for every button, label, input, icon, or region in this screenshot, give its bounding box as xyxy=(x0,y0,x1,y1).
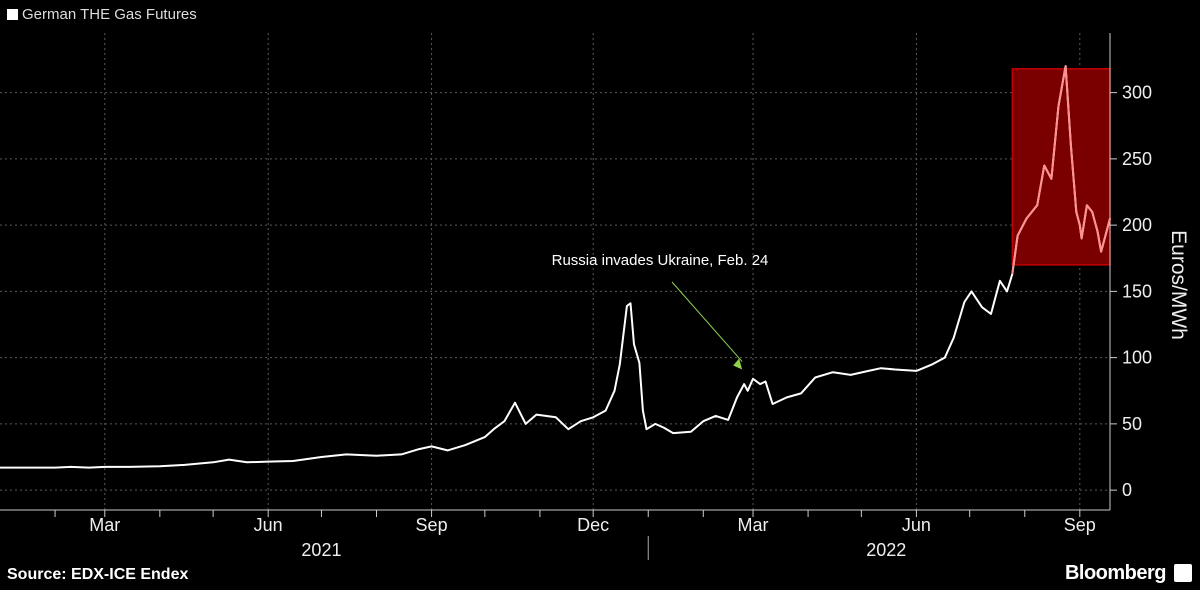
legend-swatch xyxy=(7,9,18,20)
year-label: 2021 xyxy=(301,540,341,560)
annotation-arrow xyxy=(671,281,743,362)
x-tick-label: Sep xyxy=(1064,515,1096,535)
x-tick-label: Mar xyxy=(89,515,120,535)
series xyxy=(0,65,1111,469)
x-tick-label: Mar xyxy=(738,515,769,535)
year-label: 2022 xyxy=(866,540,906,560)
x-tick-label: Dec xyxy=(577,515,609,535)
annotation-arrowhead xyxy=(733,358,743,370)
y-tick-label: 0 xyxy=(1122,480,1132,500)
y-tick-label: 100 xyxy=(1122,348,1152,368)
legend-label: German THE Gas Futures xyxy=(22,6,197,23)
x-tick-label: Jun xyxy=(902,515,931,535)
y-tick-label: 50 xyxy=(1122,414,1142,434)
source-note: Source: EDX-ICE Endex xyxy=(7,566,189,583)
y-tick-label: 200 xyxy=(1122,215,1152,235)
axes: 0 50 100 150 200 250 300 Mar Jun Sep Dec Mar Jun Sep 2… xyxy=(0,33,1152,560)
legend: German THE Gas Futures xyxy=(7,6,197,23)
y-tick-label: 150 xyxy=(1122,281,1152,301)
y-axis-label: Euros/MWh xyxy=(1167,230,1190,340)
annotation-label: Russia invades Ukraine, Feb. 24 xyxy=(552,252,769,269)
y-tick-label: 250 xyxy=(1122,149,1152,169)
series-line-highlighted xyxy=(1011,65,1111,275)
highlight-box xyxy=(1011,68,1111,266)
grid xyxy=(0,33,1110,510)
x-tick-label: Sep xyxy=(416,515,448,535)
highlight-region xyxy=(1011,68,1111,266)
brand-name: Bloomberg xyxy=(1064,562,1167,584)
annotation: Russia invades Ukraine, Feb. 24 xyxy=(552,252,769,370)
y-tick-label: 300 xyxy=(1122,83,1152,103)
bloomberg-logo-icon xyxy=(1174,564,1192,582)
x-tick-label: Jun xyxy=(254,515,283,535)
